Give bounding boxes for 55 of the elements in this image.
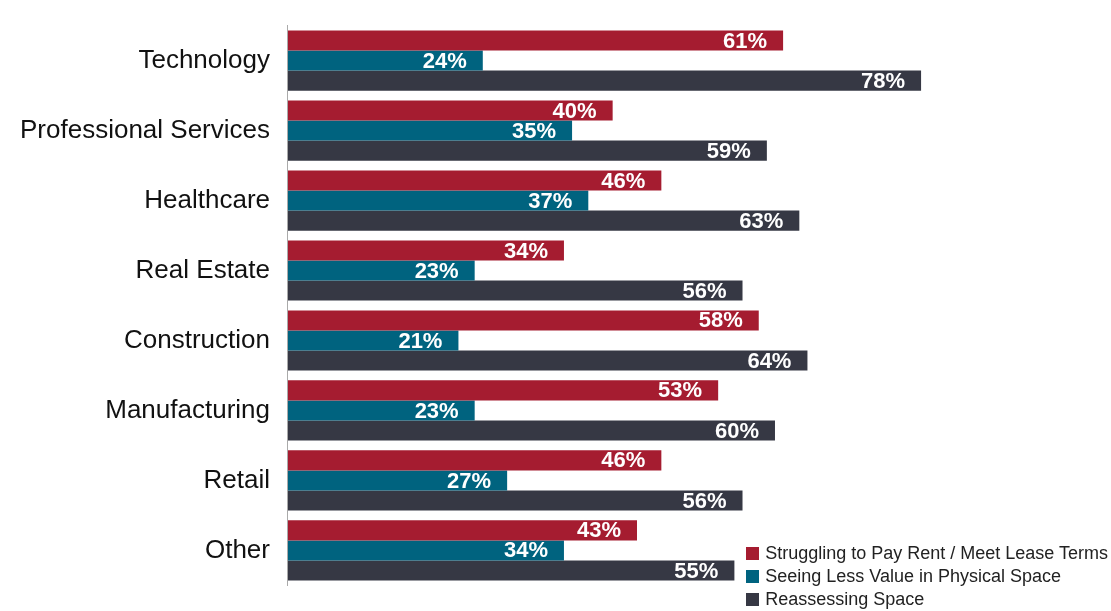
- data-label: 58%: [698, 307, 743, 333]
- data-label: 34%: [503, 537, 548, 563]
- y-tick-label: Retail: [203, 463, 270, 494]
- bar: [288, 470, 508, 491]
- bar: [288, 330, 459, 351]
- bar: [288, 450, 662, 471]
- legend-label: Struggling to Pay Rent / Meet Lease Terms: [765, 542, 1108, 565]
- y-tick-label: Technology: [138, 43, 270, 74]
- legend-label: Reassessing Space: [765, 588, 925, 611]
- y-tick-label: Construction: [124, 323, 270, 354]
- bar: [288, 140, 767, 161]
- bar: [288, 100, 613, 121]
- legend-label: Seeing Less Value in Physical Space: [765, 565, 1062, 588]
- bar: [288, 260, 475, 281]
- bar: [288, 240, 564, 261]
- bar: [288, 560, 735, 581]
- bar: [288, 520, 637, 541]
- data-label: 56%: [682, 277, 727, 303]
- data-label: 24%: [422, 47, 467, 73]
- bar: [288, 70, 922, 91]
- bar: [288, 120, 573, 141]
- data-label: 46%: [601, 167, 646, 193]
- data-label: 60%: [714, 417, 759, 443]
- bar: [288, 280, 743, 301]
- data-label: 27%: [447, 467, 492, 493]
- data-label: 37%: [528, 187, 573, 213]
- data-label: 63%: [739, 207, 784, 233]
- data-label: 43%: [576, 517, 621, 543]
- data-label: 78%: [861, 67, 906, 93]
- bar: [288, 170, 662, 191]
- data-label: 55%: [674, 557, 719, 583]
- bar: [288, 490, 743, 511]
- data-label: 53%: [658, 377, 703, 403]
- bar: [288, 420, 775, 441]
- bar: [288, 310, 759, 331]
- data-label: 23%: [414, 257, 459, 283]
- data-label: 56%: [682, 487, 727, 513]
- y-tick-label: Professional Services: [20, 113, 270, 144]
- data-label: 34%: [503, 237, 548, 263]
- y-tick-label: Healthcare: [144, 183, 270, 214]
- y-tick-label: Real Estate: [135, 253, 270, 284]
- data-label: 23%: [414, 397, 459, 423]
- bar: [288, 540, 564, 561]
- data-label: 21%: [398, 327, 443, 353]
- data-label: 59%: [706, 137, 751, 163]
- data-label: 46%: [601, 447, 646, 473]
- bar: [288, 210, 800, 231]
- bar: [288, 30, 784, 51]
- bar: [288, 190, 589, 211]
- bar: [288, 380, 719, 401]
- y-tick-label: Other: [204, 533, 271, 564]
- y-tick-label: Manufacturing: [105, 393, 270, 424]
- data-label: 61%: [723, 27, 768, 53]
- data-label: 64%: [747, 347, 792, 373]
- bar: [288, 350, 808, 371]
